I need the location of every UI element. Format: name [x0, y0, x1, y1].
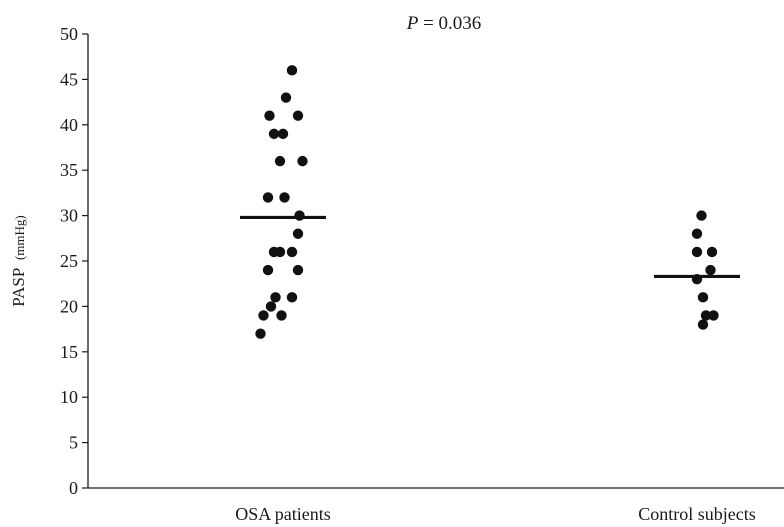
x-category-labels: OSA patients Control subjects	[235, 504, 756, 524]
data-point	[286, 292, 298, 303]
y-axis-label-unit: (mmHg)	[12, 215, 27, 260]
data-point	[286, 246, 298, 258]
data-point	[268, 128, 280, 140]
data-point	[700, 310, 712, 321]
data-point	[265, 301, 277, 312]
y-axis-label: PASP (mmHg)	[9, 215, 28, 306]
data-point	[277, 128, 289, 140]
data-point	[262, 264, 274, 276]
data-point	[258, 310, 269, 321]
y-tick-label: 35	[60, 160, 78, 180]
y-tick-label: 15	[60, 342, 78, 362]
data-point	[697, 319, 709, 330]
data-point	[297, 155, 308, 167]
y-tick-label: 50	[60, 24, 78, 44]
data-series	[240, 65, 740, 339]
x-category-label: OSA patients	[235, 504, 331, 524]
data-point	[292, 110, 304, 121]
data-point	[280, 92, 292, 103]
y-tick-label: 10	[60, 387, 78, 407]
p-value-text: = 0.036	[418, 13, 481, 34]
data-point	[279, 192, 290, 203]
data-point	[697, 292, 709, 303]
x-axis: OSA patients Control subjects	[88, 487, 784, 524]
data-point	[276, 310, 287, 321]
p-value-annotation: P = 0.036	[406, 13, 482, 34]
y-axis: 0 5 10 15 20 25 30 35 40 45 50	[60, 24, 89, 498]
y-ticks: 0 5 10 15 20 25 30 35 40 45 50	[60, 24, 88, 498]
data-point	[691, 246, 703, 258]
data-point	[292, 264, 304, 276]
data-point	[706, 246, 718, 258]
data-point	[691, 228, 703, 239]
data-point	[292, 228, 304, 239]
y-tick-label: 5	[69, 433, 78, 453]
y-tick-label: 30	[60, 206, 78, 226]
data-point	[294, 210, 305, 221]
data-point	[264, 110, 275, 121]
data-point	[270, 292, 281, 303]
y-tick-label: 45	[60, 69, 78, 89]
data-point	[274, 246, 286, 258]
y-axis-label-main: PASP	[9, 268, 28, 307]
y-tick-label: 25	[60, 251, 78, 271]
data-point	[705, 264, 716, 276]
data-point	[708, 310, 719, 321]
y-tick-label: 40	[60, 115, 78, 135]
p-value-symbol: P	[406, 13, 419, 34]
data-point	[262, 192, 274, 203]
y-tick-label: 20	[60, 296, 78, 316]
data-point	[286, 65, 298, 76]
data-point	[696, 210, 707, 221]
data-point	[255, 328, 266, 339]
data-point	[274, 155, 286, 167]
x-category-label: Control subjects	[638, 504, 756, 524]
y-tick-label: 0	[69, 478, 78, 498]
